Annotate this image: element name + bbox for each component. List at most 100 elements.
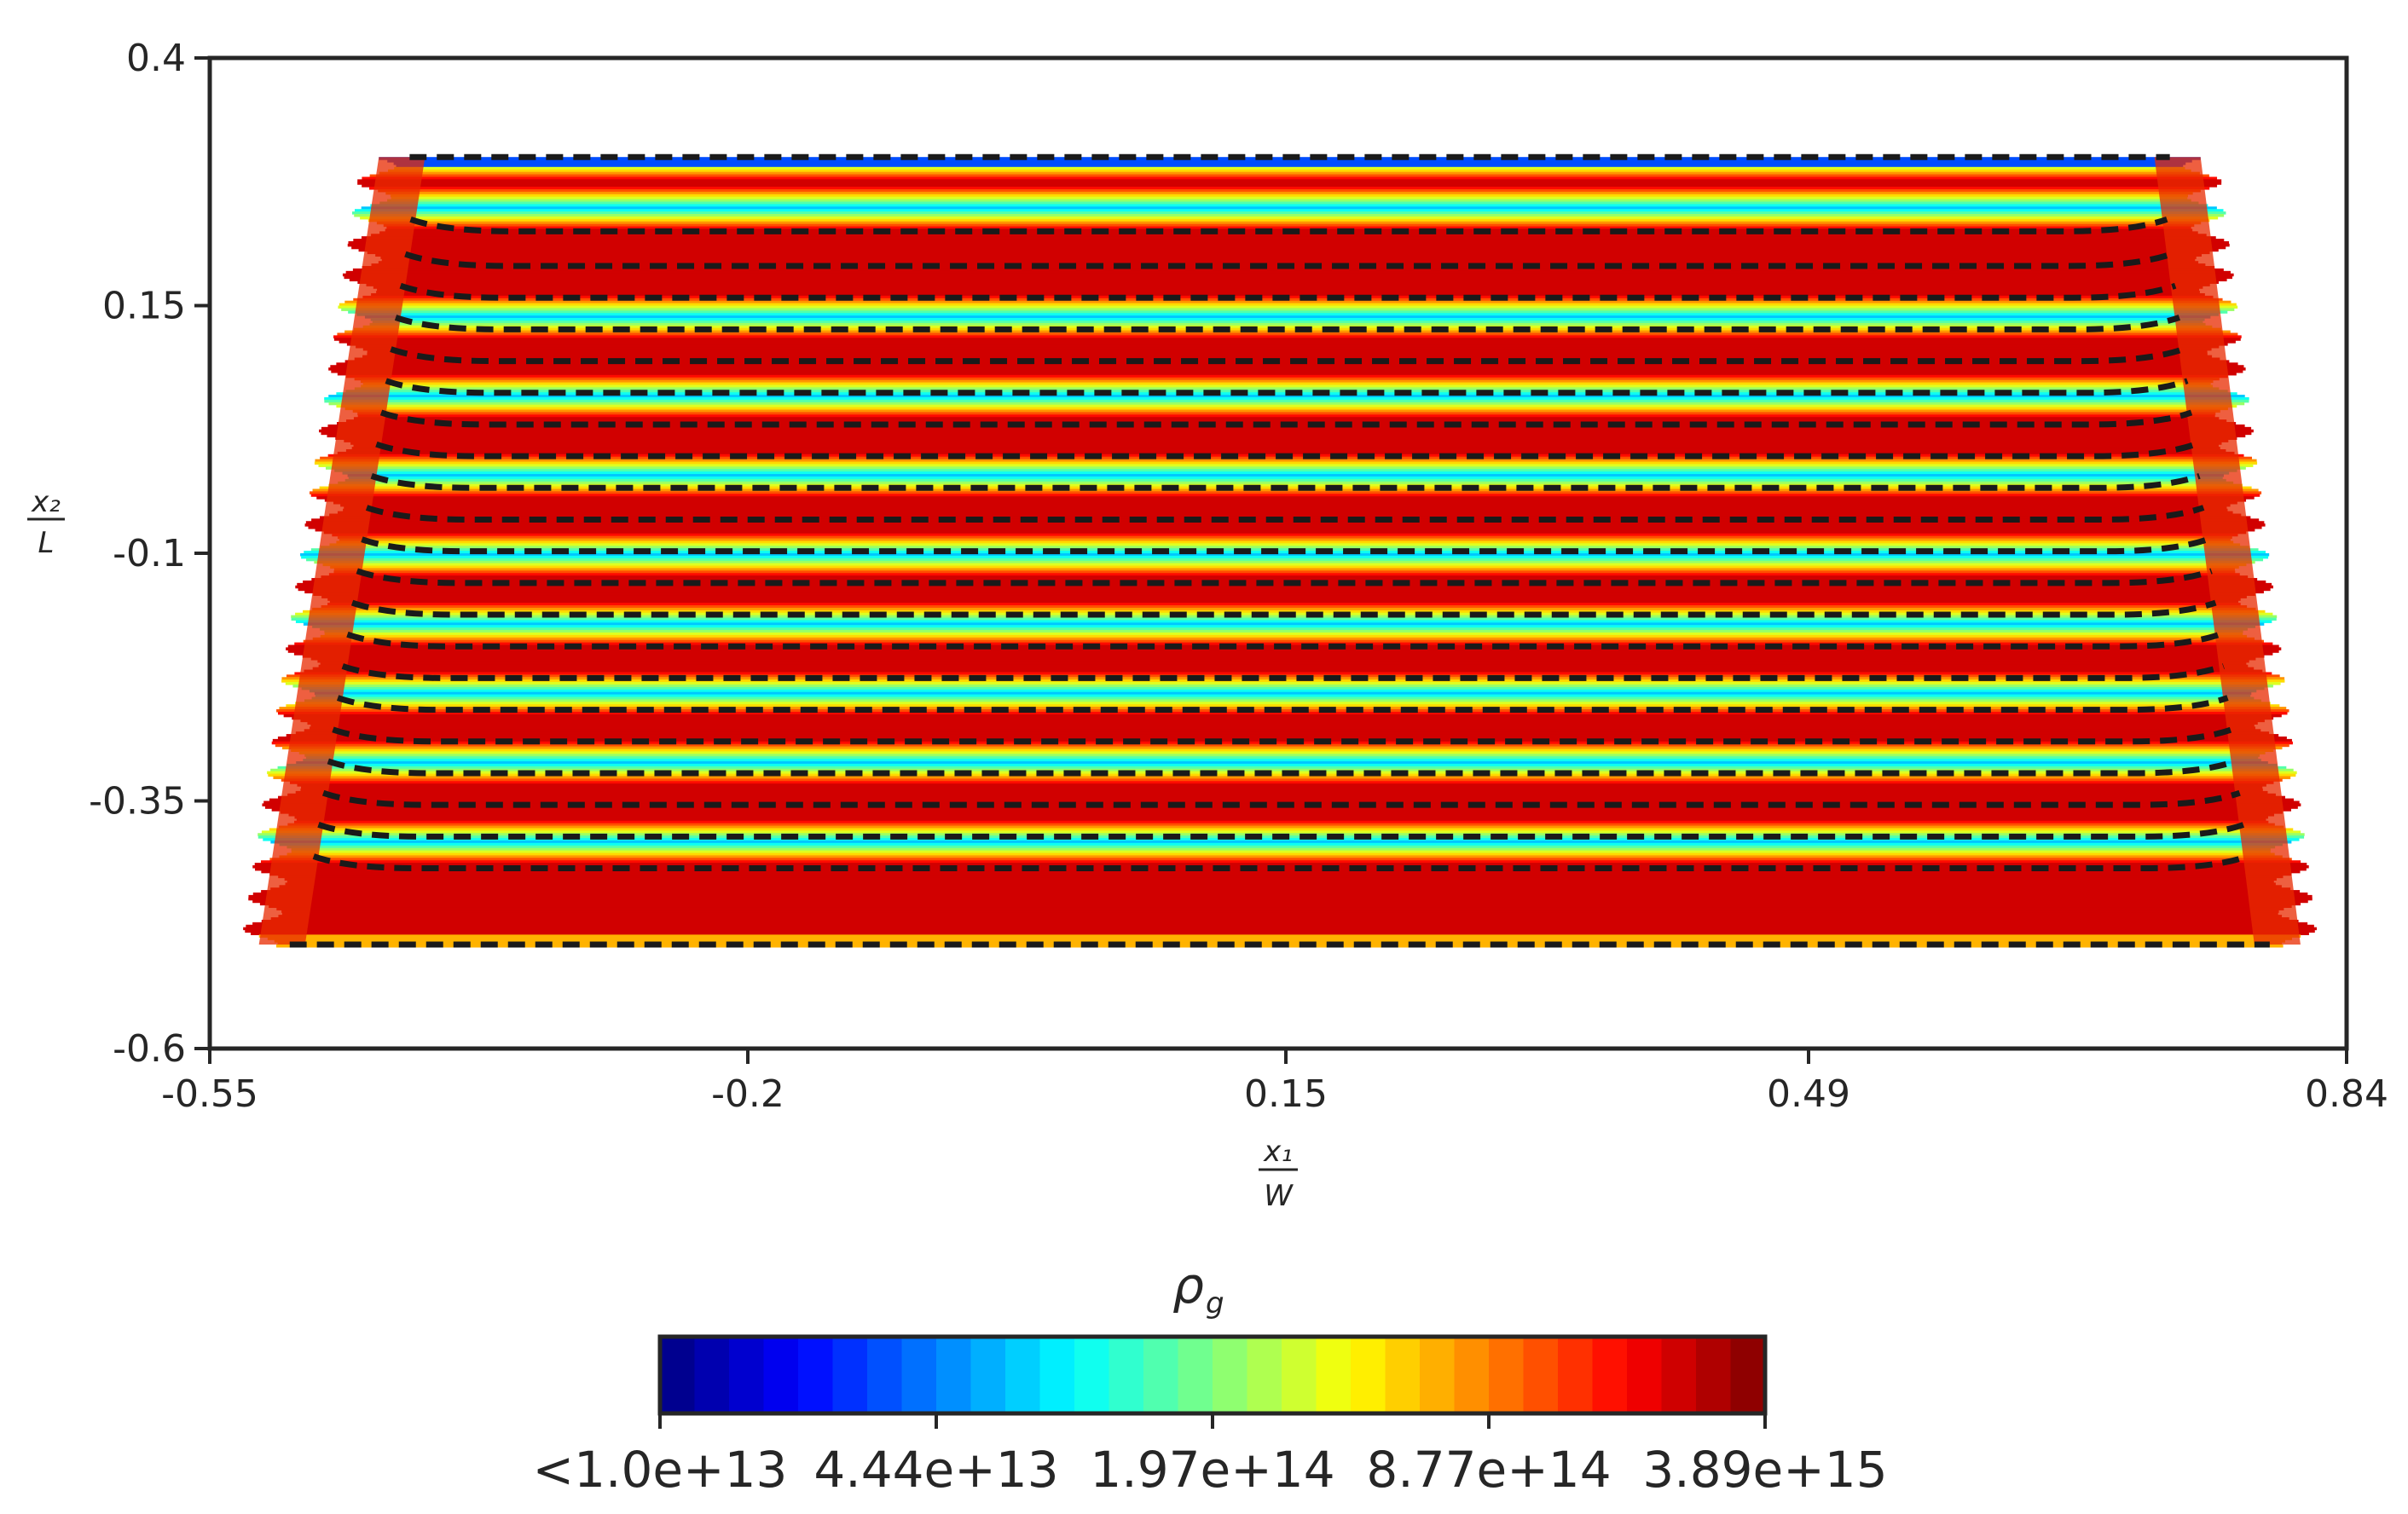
colorbar-cell [970, 1337, 1006, 1413]
field-strip [278, 915, 2283, 918]
field-strip [287, 852, 2275, 857]
field-strip [329, 513, 2242, 517]
field-strip [348, 240, 2230, 245]
field-strip [312, 607, 2256, 611]
colorbar-cell [1039, 1337, 1075, 1413]
field-strip [252, 892, 2308, 896]
colorbar-cell [763, 1337, 799, 1413]
field-strip [333, 500, 2237, 505]
dashed-contour-line [350, 599, 2217, 618]
field-strip [270, 917, 2289, 921]
field-strip [324, 396, 2249, 401]
field-strip [354, 357, 2220, 361]
field-strip [354, 377, 2220, 381]
field-strip [282, 746, 2283, 750]
field-strip [302, 655, 2265, 658]
field-strip [322, 563, 2247, 567]
field-strip [309, 689, 2257, 693]
field-strip [362, 347, 2212, 351]
field-strip [342, 273, 2234, 277]
field-strip [269, 872, 2292, 876]
field-strip [362, 184, 2218, 188]
field-strip [278, 875, 2284, 879]
field-strip [304, 523, 2266, 527]
x-axis-label-numerator: x₁ [1263, 1135, 1293, 1169]
colorbar-cells [660, 1337, 1766, 1413]
field-strip [362, 382, 2211, 386]
field-strip [367, 350, 2208, 354]
field-strip [344, 506, 2227, 510]
field-strip [336, 404, 2237, 408]
field-strip [294, 815, 2268, 819]
field-strip [388, 169, 2191, 173]
field-strip [278, 825, 2284, 829]
x-tick-label: 0.49 [1767, 1072, 1850, 1116]
colorbar-tick-label: 1.97e+14 [1090, 1441, 1334, 1499]
field-strip [387, 159, 2192, 163]
field-strip [287, 823, 2275, 827]
field-strip [333, 568, 2235, 571]
field-strip [356, 344, 2220, 349]
field-strip [362, 325, 2213, 329]
dashed-contour-line [356, 568, 2213, 587]
dashed-contour-line [312, 853, 2249, 872]
field-strip [354, 327, 2221, 332]
field-strip [295, 731, 2270, 735]
field-strip [304, 729, 2261, 732]
field-strip [306, 558, 2264, 562]
y-axis-label-denominator: L [38, 526, 55, 560]
y-tick-label: -0.35 [89, 780, 186, 823]
field-strip [386, 226, 2191, 230]
colorbar-cell [867, 1337, 902, 1413]
field-strip [272, 738, 2292, 743]
dashed-contour-line [375, 441, 2197, 459]
field-strip [357, 179, 2222, 182]
field-strip [343, 508, 2228, 512]
field-strip [287, 880, 2274, 883]
field-strip [338, 305, 2238, 309]
field-strip [357, 182, 2222, 185]
field-strip [261, 919, 2299, 923]
colorbar-tick-label: 8.77e+14 [1366, 1441, 1611, 1499]
field-strip [387, 199, 2191, 203]
field-strip [344, 300, 2231, 304]
field-strip [300, 719, 2265, 723]
field-strip [261, 860, 2301, 864]
field-strip [310, 724, 2255, 727]
field-strip [307, 721, 2258, 725]
field-strip [270, 768, 2294, 772]
field-strip [344, 478, 2226, 483]
field-strip [345, 448, 2226, 453]
field-strip [285, 882, 2276, 886]
field-strip [336, 362, 2238, 366]
field-strip [325, 466, 2246, 470]
field-strip [275, 743, 2289, 748]
x-tick-label: 0.84 [2305, 1072, 2388, 1116]
colorbar-cell [1592, 1337, 1628, 1413]
field-strip [270, 887, 2291, 891]
density-field [243, 157, 2317, 948]
field-strip [379, 201, 2199, 205]
field-strip [298, 587, 2271, 592]
colorbar-cell [901, 1337, 937, 1413]
field-strip [259, 902, 2301, 906]
colorbar-cell [1523, 1337, 1559, 1413]
colorbar-cell [1108, 1337, 1144, 1413]
field-strip [303, 759, 2261, 762]
field-strip [281, 912, 2278, 916]
colorbar-ticks: <1.0e+13 4.44e+13 1.97e+14 8.77e+14 3.89e+15 [533, 1413, 1888, 1499]
field-strip [369, 174, 2209, 178]
x-axis-label: x₁ W [1259, 1135, 1298, 1213]
colorbar-cell [1489, 1337, 1524, 1413]
field-strip [360, 379, 2214, 384]
field-strip [347, 474, 2224, 477]
field-strip [300, 553, 2270, 557]
field-strip [311, 578, 2258, 581]
y-axis-label-numerator: x₂ [31, 485, 61, 519]
field-strip [313, 592, 2255, 596]
field-strip [344, 330, 2231, 334]
field-strip [311, 696, 2255, 700]
field-strip [294, 672, 2272, 675]
field-strip [310, 494, 2260, 497]
field-strip [312, 637, 2255, 641]
